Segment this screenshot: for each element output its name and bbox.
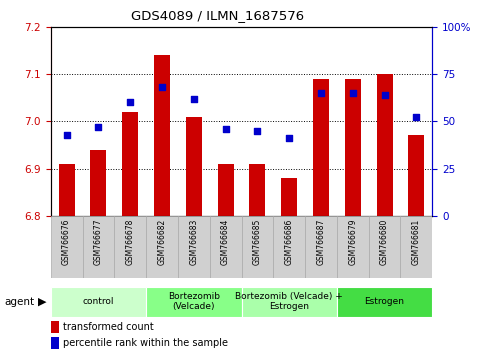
Text: Bortezomib
(Velcade): Bortezomib (Velcade) [168,292,220,312]
Bar [242,287,337,317]
Point [95,124,102,130]
Bar [83,216,114,278]
Text: GDS4089 / ILMN_1687576: GDS4089 / ILMN_1687576 [131,9,304,22]
Bar [122,112,138,216]
Bar [313,79,329,216]
Text: GSM766687: GSM766687 [316,218,326,265]
Bar [186,116,202,216]
Point [381,92,388,98]
Text: agent: agent [5,297,35,307]
Point [63,132,71,137]
Point [222,126,229,132]
Text: GSM766683: GSM766683 [189,218,199,265]
Text: GSM766682: GSM766682 [157,218,167,265]
Bar [273,216,305,278]
Text: GSM766681: GSM766681 [412,218,421,265]
Text: GSM766678: GSM766678 [126,218,135,265]
Text: GSM766685: GSM766685 [253,218,262,265]
Text: Bortezomib (Velcade) +
Estrogen: Bortezomib (Velcade) + Estrogen [235,292,343,312]
Point [190,96,198,101]
Text: GSM766679: GSM766679 [348,218,357,265]
Text: GSM766686: GSM766686 [284,218,294,265]
Bar [210,216,242,278]
Bar [377,74,393,216]
Bar [51,287,146,317]
Point [317,90,325,96]
Bar [369,216,400,278]
Bar [281,178,297,216]
Point [412,115,420,120]
Bar [51,337,59,349]
Text: GSM766676: GSM766676 [62,218,71,265]
Bar [218,164,234,216]
Bar [242,216,273,278]
Point [127,99,134,105]
Bar [146,287,242,317]
Text: ▶: ▶ [38,297,46,307]
Point [158,84,166,90]
Bar [178,216,210,278]
Text: GSM766684: GSM766684 [221,218,230,265]
Bar [305,216,337,278]
Text: transformed count: transformed count [63,322,154,332]
Bar [58,164,74,216]
Bar [249,164,265,216]
Text: control: control [83,297,114,306]
Bar [90,150,106,216]
Text: percentile rank within the sample: percentile rank within the sample [63,338,228,348]
Point [349,90,356,96]
Text: Estrogen: Estrogen [365,297,405,306]
Bar [114,216,146,278]
Point [285,136,293,141]
Bar [345,79,361,216]
Text: GSM766680: GSM766680 [380,218,389,265]
Bar [400,216,432,278]
Bar [337,216,369,278]
Bar [154,55,170,216]
Bar [146,216,178,278]
Bar [51,216,83,278]
Text: GSM766677: GSM766677 [94,218,103,265]
Bar [51,321,59,333]
Bar [409,136,425,216]
Point [254,128,261,133]
Bar [337,287,432,317]
